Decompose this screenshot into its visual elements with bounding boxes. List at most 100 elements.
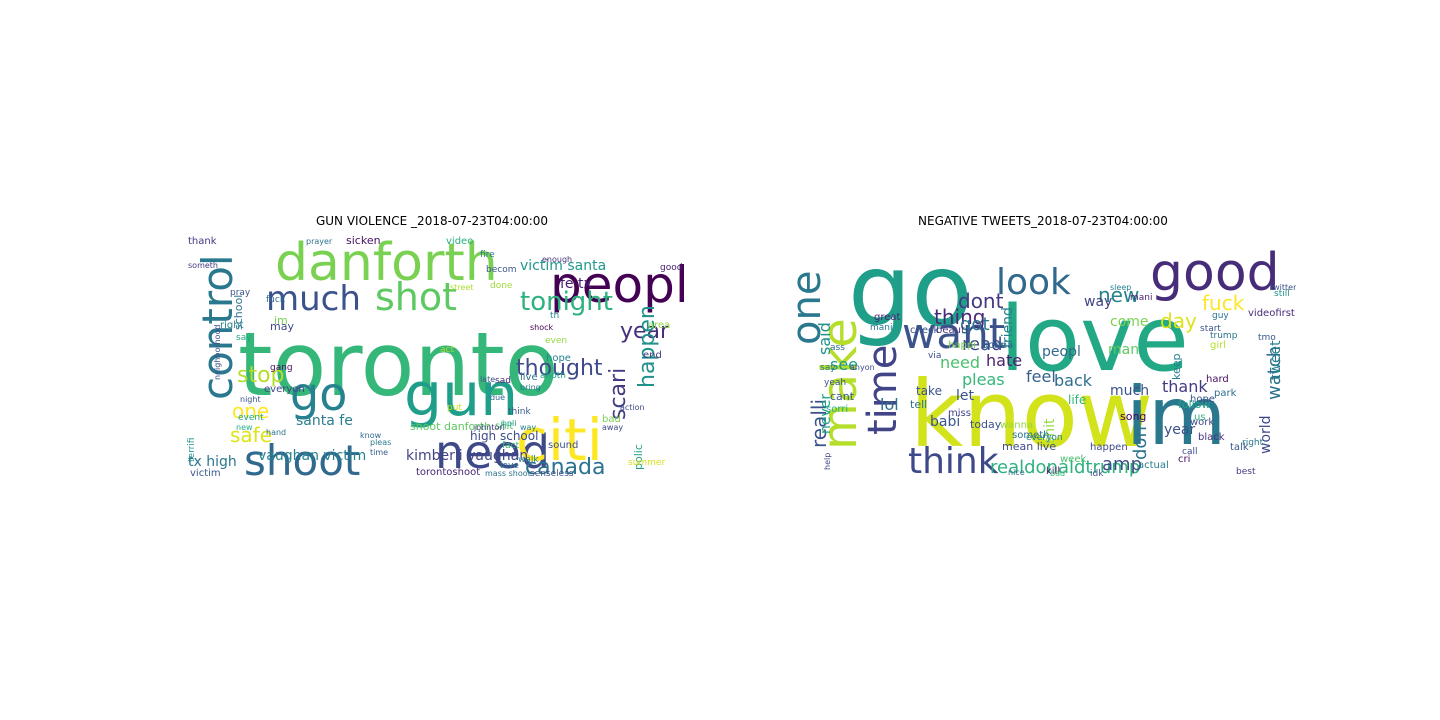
cloud-word: hope bbox=[1190, 394, 1215, 405]
cloud-word: safe bbox=[230, 423, 272, 447]
cloud-word: fuck bbox=[266, 295, 286, 305]
cloud-word: mass shoot bbox=[485, 469, 531, 478]
cloud-word: nice bbox=[1008, 468, 1025, 477]
cloud-word: ass bbox=[830, 343, 845, 353]
cloud-word: one bbox=[232, 399, 269, 423]
cloud-word: kimberli vaughan bbox=[406, 448, 528, 464]
cloud-word: fact bbox=[502, 441, 520, 451]
cloud-word: santa fe bbox=[296, 413, 353, 429]
cloud-word: put bbox=[447, 403, 462, 413]
cloud-word: today bbox=[970, 418, 1002, 431]
cloud-word: see bbox=[830, 355, 858, 374]
word-cloud-negative-tweets: love go know im want good look one make time think… bbox=[790, 230, 1296, 485]
cloud-word: dont bbox=[958, 289, 1004, 313]
cloud-word: time bbox=[860, 345, 906, 435]
cloud-word: summer bbox=[628, 458, 665, 468]
cloud-word: call bbox=[1182, 447, 1197, 457]
cloud-word: much bbox=[266, 279, 361, 319]
cloud-word: sorri bbox=[826, 404, 848, 415]
cloud-word: good bbox=[1150, 243, 1280, 303]
cloud-word: anyon bbox=[850, 363, 875, 372]
cloud-word: life bbox=[1068, 393, 1086, 407]
cloud-word: back bbox=[1054, 371, 1093, 390]
cloud-word: feel bbox=[1026, 367, 1056, 386]
cloud-word: gun bbox=[404, 360, 518, 430]
cloud-word: want bbox=[902, 309, 1005, 358]
cloud-word: citi bbox=[516, 406, 603, 474]
cloud-word: think bbox=[508, 407, 531, 417]
cloud-word: everyon bbox=[264, 384, 305, 395]
cloud-word: school bbox=[232, 295, 245, 330]
cloud-word: time bbox=[370, 448, 388, 457]
cloud-word: girl bbox=[1210, 340, 1226, 351]
cloud-word: mani bbox=[1130, 293, 1153, 303]
cloud-word: happen bbox=[1090, 442, 1128, 453]
cloud-word: happi bbox=[948, 340, 976, 351]
cloud-word: park bbox=[1214, 388, 1237, 399]
cloud-word: fe tx bbox=[560, 276, 592, 292]
cloud-word: senseless bbox=[530, 469, 574, 479]
cloud-word: tell bbox=[910, 398, 927, 411]
cloud-word: terrifi bbox=[187, 438, 197, 462]
cloud-word: scari bbox=[606, 368, 631, 420]
word-cloud-canvas: toronto danforth peopl control much shot go gun… bbox=[187, 233, 684, 485]
cloud-word: watch bbox=[1264, 346, 1285, 400]
cloud-word: event bbox=[238, 413, 264, 423]
cloud-word: bad bbox=[602, 414, 621, 425]
cloud-word: hate bbox=[986, 351, 1022, 370]
cloud-word: tx high bbox=[188, 454, 237, 470]
cloud-word: bring bbox=[520, 383, 541, 392]
cloud-word: sleep bbox=[1110, 283, 1131, 292]
cloud-word: someth bbox=[1012, 430, 1049, 441]
word-cloud-gun-violence: toronto danforth peopl control much shot go gun… bbox=[180, 230, 684, 485]
cloud-word: let bbox=[956, 388, 975, 404]
cloud-word: canada bbox=[525, 455, 605, 480]
cloud-word: help bbox=[823, 453, 832, 470]
cloud-word: thing bbox=[934, 305, 985, 329]
cloud-word: world bbox=[1258, 415, 1274, 454]
cloud-word: peopl bbox=[1042, 344, 1081, 360]
cloud-word: live bbox=[520, 372, 538, 383]
cloud-word: great bbox=[874, 312, 901, 323]
cloud-word: control bbox=[193, 254, 242, 400]
cloud-word: action bbox=[620, 403, 645, 412]
cloud-word: much bbox=[1110, 383, 1149, 399]
cloud-word: hard bbox=[1206, 374, 1229, 385]
cloud-word: someth bbox=[188, 261, 218, 270]
cloud-word: good bbox=[660, 263, 682, 273]
cloud-word: night bbox=[240, 395, 261, 404]
cloud-word: polic bbox=[632, 444, 645, 470]
cloud-word: year bbox=[620, 319, 670, 344]
cloud-word: follow bbox=[1178, 398, 1210, 411]
cloud-word: neighborhood bbox=[213, 325, 222, 380]
cloud-word: come bbox=[1110, 314, 1149, 330]
cloud-word: need bbox=[940, 353, 980, 372]
cloud-word: love bbox=[1000, 287, 1189, 392]
cloud-word: mean live bbox=[1002, 440, 1056, 453]
cloud-word: work bbox=[1190, 417, 1214, 428]
cloud-word: beauti bbox=[936, 325, 968, 336]
cloud-word: new bbox=[236, 423, 253, 432]
cloud-word: everyon bbox=[1026, 433, 1063, 443]
cloud-word: wanna bbox=[1000, 420, 1033, 431]
cloud-title-negative-tweets: NEGATIVE TWEETS_2018-07-23T04:00:00 bbox=[918, 214, 1168, 228]
cloud-word: us bbox=[1194, 412, 1206, 423]
cloud-word: start bbox=[1200, 324, 1221, 334]
cloud-word: video bbox=[446, 236, 473, 247]
cloud-word: shit bbox=[495, 421, 513, 432]
cloud-word: still bbox=[1274, 289, 1290, 299]
cloud-word: street bbox=[450, 283, 473, 292]
cloud-word: know bbox=[360, 431, 382, 440]
cloud-word: friend bbox=[1000, 307, 1016, 348]
cloud-word: new bbox=[1098, 283, 1139, 307]
cloud-word: victim bbox=[190, 468, 221, 479]
cloud-word: babi bbox=[930, 414, 960, 430]
cloud-word: thank bbox=[1162, 377, 1208, 396]
cloud-word: right bbox=[220, 320, 244, 331]
cloud-word: best bbox=[1236, 467, 1256, 477]
cloud-word: don bbox=[1130, 426, 1151, 460]
cloud-word: pleas bbox=[962, 370, 1005, 389]
cloud-word: even bbox=[545, 336, 567, 346]
cloud-word: shit bbox=[1042, 418, 1058, 444]
